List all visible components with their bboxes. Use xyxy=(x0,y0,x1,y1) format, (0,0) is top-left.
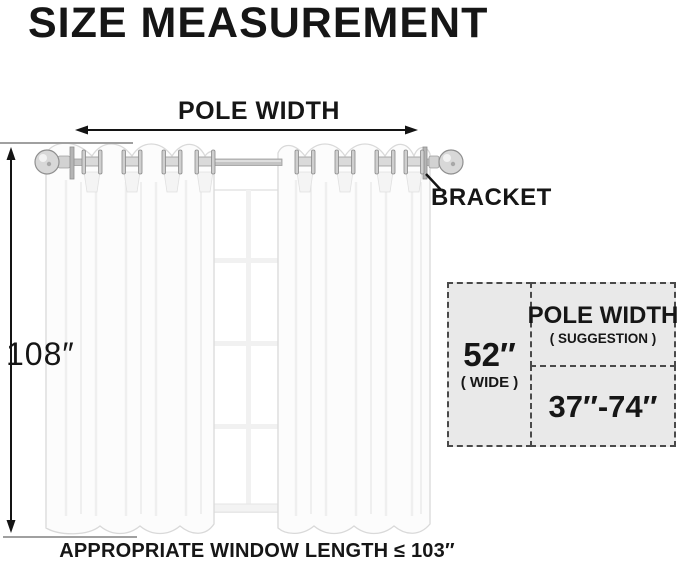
curtain-width-value: 52″ xyxy=(463,336,516,373)
grommet xyxy=(81,149,103,193)
right-curtain-panel xyxy=(277,143,431,535)
pole-width-title: POLE WIDTH xyxy=(527,301,679,329)
size-suggestion-panel: 52″ ( WIDE ) POLE WIDTH ( SUGGESTION ) 3… xyxy=(447,282,679,447)
curtain-width-caption: ( WIDE ) xyxy=(460,374,519,391)
grommet xyxy=(294,149,316,193)
grommet xyxy=(161,149,183,193)
grommet xyxy=(121,149,143,193)
left-bracket xyxy=(69,146,75,180)
pole-width-label: POLE WIDTH xyxy=(178,97,340,125)
grommet xyxy=(374,149,396,193)
curtain-height-label: 108″ xyxy=(6,336,75,372)
measurement-lines xyxy=(0,125,442,538)
window-illustration xyxy=(206,189,292,513)
left-curtain-panel xyxy=(45,142,215,535)
grommet xyxy=(194,149,216,193)
pole-width-suggestion-cell: POLE WIDTH ( SUGGESTION ) xyxy=(527,282,679,367)
window-length-note: APPROPRIATE WINDOW LENGTH ≤ 103″ xyxy=(59,540,455,562)
grommets xyxy=(81,149,425,193)
bracket-label: BRACKET xyxy=(431,184,552,211)
height-arrow-icon xyxy=(6,147,16,533)
pole-width-range-cell: 37″-74″ xyxy=(530,365,676,447)
page-title: SIZE MEASUREMENT xyxy=(28,0,489,47)
grommet xyxy=(403,149,425,193)
pole-width-caption: ( SUGGESTION ) xyxy=(549,331,657,347)
bracket-pointer-icon xyxy=(425,173,442,191)
left-finial xyxy=(34,146,75,180)
curtain-width-cell: 52″ ( WIDE ) xyxy=(447,282,532,447)
pole-width-arrow-icon xyxy=(75,125,418,135)
pole-width-range-value: 37″-74″ xyxy=(548,388,658,424)
grommet xyxy=(334,149,356,193)
